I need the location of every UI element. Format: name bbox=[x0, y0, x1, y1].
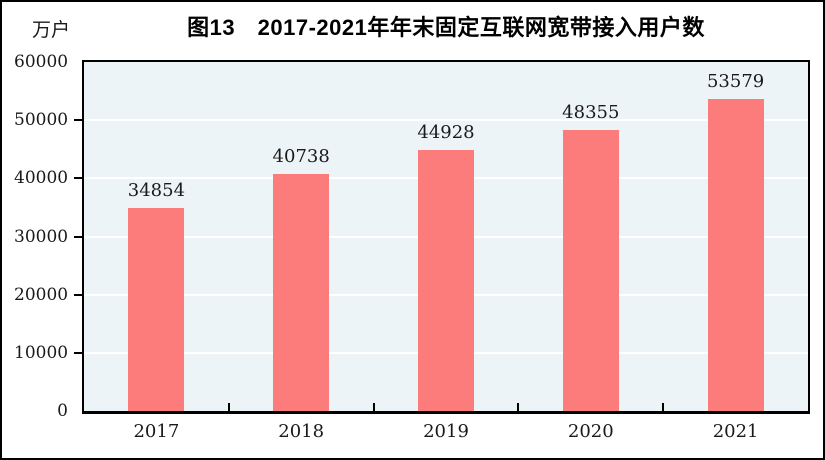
x-axis-tick bbox=[372, 403, 375, 411]
y-axis-tick-label: 40000 bbox=[14, 168, 69, 189]
y-axis-tick-label: 10000 bbox=[14, 342, 69, 363]
y-axis-tick-label: 0 bbox=[57, 401, 68, 421]
y-axis-tick-label: 60000 bbox=[14, 52, 69, 72]
x-axis-tick-label: 2018 bbox=[278, 421, 325, 442]
x-axis-tick bbox=[227, 403, 230, 411]
x-axis-tick-label: 2017 bbox=[133, 421, 180, 442]
bar-value-label: 48355 bbox=[562, 102, 620, 123]
y-axis-tick bbox=[74, 119, 82, 122]
chart-title: 图13 2017-2021年年末固定互联网宽带接入用户数 bbox=[187, 15, 705, 40]
x-axis-tick bbox=[662, 403, 665, 411]
bar-value-label: 34854 bbox=[127, 180, 186, 201]
bar bbox=[128, 208, 185, 411]
x-axis-tick bbox=[517, 403, 520, 411]
y-axis-tick-label: 30000 bbox=[14, 226, 69, 247]
y-axis-tick-label: 20000 bbox=[14, 284, 69, 305]
plot-area: 34854 40738 44928 48355 53579 bbox=[82, 60, 810, 414]
bar bbox=[562, 130, 619, 411]
y-axis-tick bbox=[74, 177, 82, 180]
y-axis-tick bbox=[74, 293, 82, 296]
gridline bbox=[84, 119, 808, 122]
bar bbox=[707, 99, 764, 411]
y-axis-unit-label: 万户 bbox=[32, 20, 71, 41]
bar bbox=[418, 150, 474, 411]
bar-value-label: 53579 bbox=[706, 71, 765, 92]
bar-value-label: 40738 bbox=[272, 146, 330, 167]
x-axis-tick-label: 2019 bbox=[423, 421, 469, 442]
x-axis-tick-label: 2020 bbox=[567, 421, 614, 442]
y-axis-tick-label: 50000 bbox=[14, 110, 69, 131]
bar-value-label: 44928 bbox=[417, 122, 475, 143]
y-axis-tick bbox=[74, 235, 82, 238]
x-axis-tick-label: 2021 bbox=[712, 421, 759, 442]
bar bbox=[273, 174, 330, 411]
y-axis-tick bbox=[74, 351, 82, 354]
